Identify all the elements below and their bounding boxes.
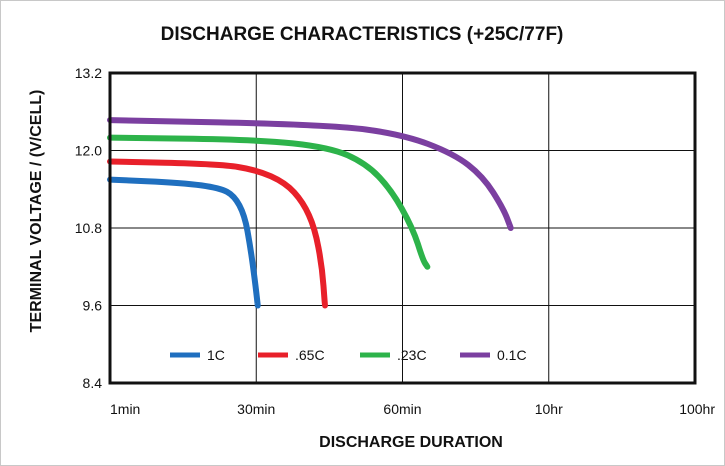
y-axis-title: TERMINAL VOLTAGE / (V/CELL) (28, 90, 45, 333)
chart-title: DISCHARGE CHARACTERISTICS (+25C/77F) (161, 24, 564, 45)
x-tick-label: 10hr (535, 401, 563, 417)
series-line-3 (107, 117, 514, 231)
x-tick-label: 100hr (679, 401, 715, 417)
y-tick-label: 8.4 (83, 375, 103, 391)
y-tick-label: 9.6 (83, 298, 103, 314)
y-tick-label: 13.2 (75, 65, 102, 81)
chart-legend: 1C .65C .23C 0.1C (170, 347, 527, 363)
x-axis-title: DISCHARGE DURATION (319, 434, 503, 451)
legend-label: .65C (295, 347, 325, 363)
x-tick-label: 1min (110, 401, 140, 417)
x-tick-label: 60min (383, 401, 421, 417)
y-axis-ticks: 13.2 12.0 10.8 9.6 8.4 (75, 65, 102, 391)
x-axis-ticks: 1min 30min 60min 10hr 100hr (110, 401, 715, 417)
legend-label: 1C (207, 347, 225, 363)
chart-grid (110, 73, 695, 383)
legend-label: 0.1C (497, 347, 527, 363)
series-line-2 (107, 134, 431, 270)
x-tick-label: 30min (237, 401, 275, 417)
series-line-1 (107, 158, 328, 309)
plot-area-border (108, 71, 697, 385)
legend-label: .23C (397, 347, 427, 363)
y-tick-label: 12.0 (75, 143, 102, 159)
series-line-0 (107, 176, 261, 309)
y-tick-label: 10.8 (75, 220, 102, 236)
series-layer (107, 117, 514, 309)
